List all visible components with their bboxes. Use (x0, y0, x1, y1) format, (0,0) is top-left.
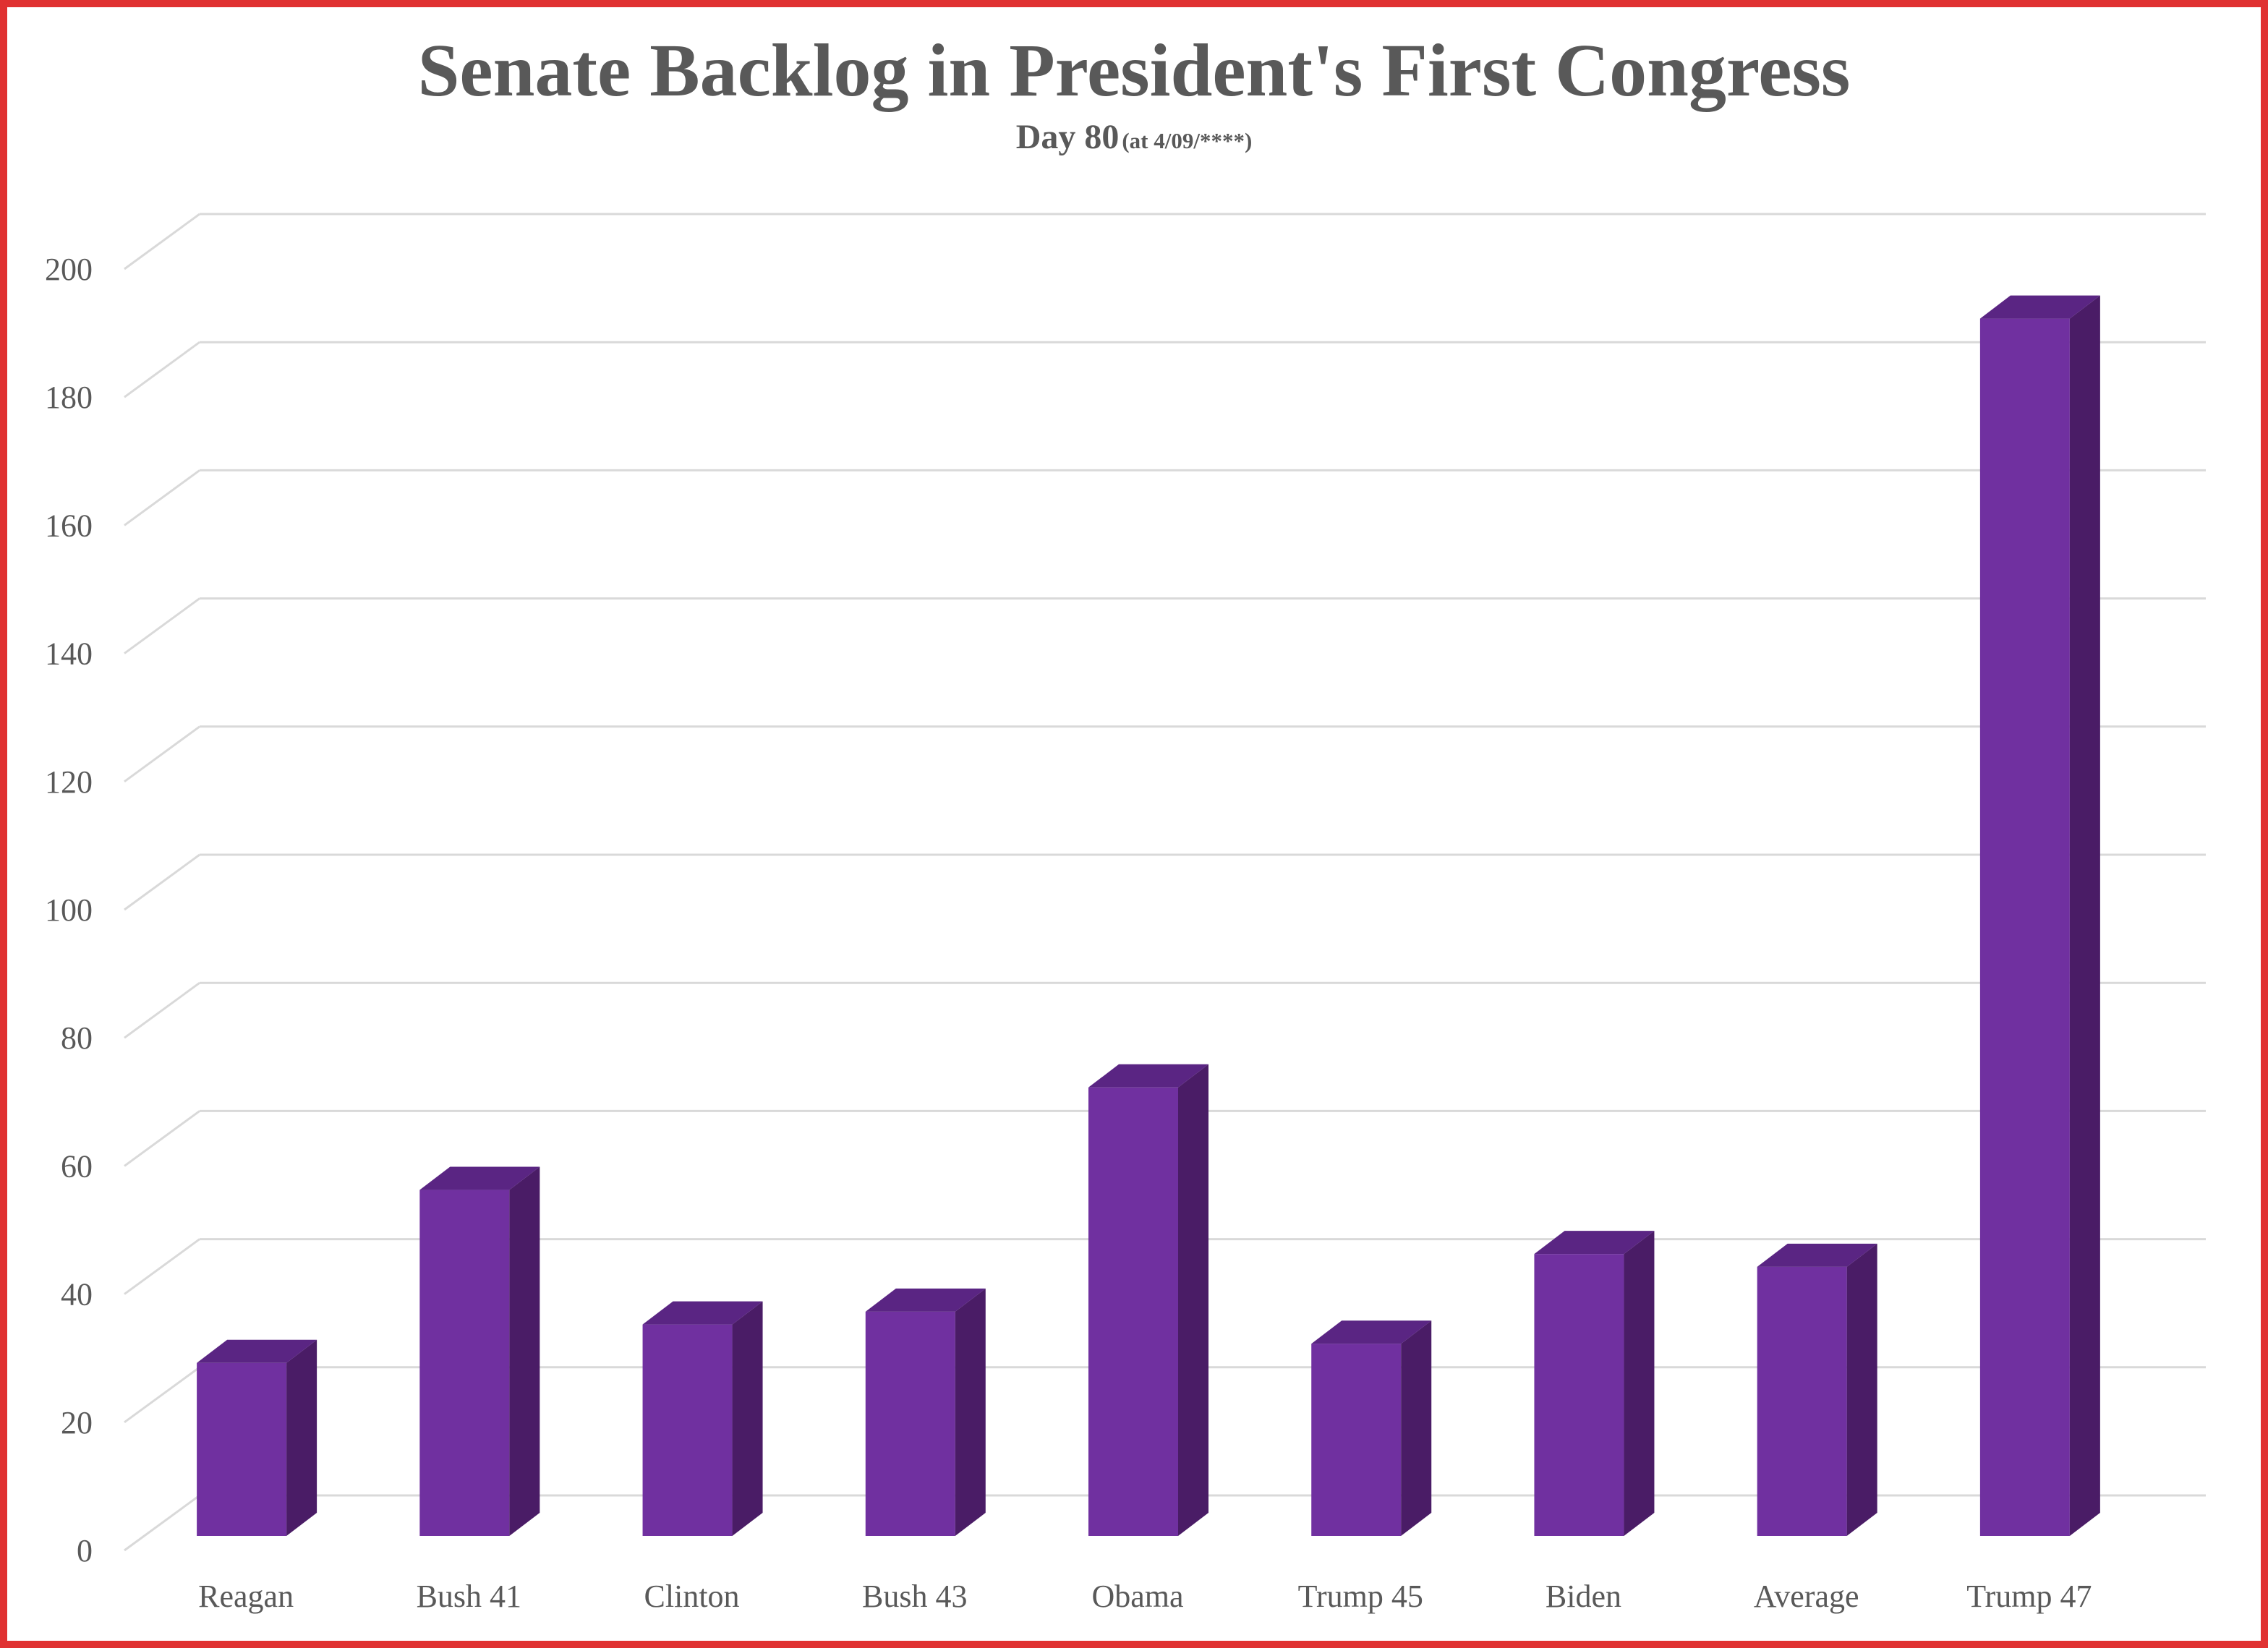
bar (1088, 1064, 1208, 1536)
chart-subtitle-note: (at 4/09/****) (1122, 128, 1253, 153)
x-tick-label: Bush 43 (862, 1579, 967, 1614)
gridline (124, 341, 2206, 398)
y-tick-label: 120 (45, 764, 93, 800)
y-tick-label: 60 (61, 1148, 93, 1184)
x-axis: Reagan Bush 41 Clinton Bush 43 Obama Trump 45… (198, 1579, 2092, 1614)
chart-subtitle: Day 80 (at 4/09/****) (0, 117, 2268, 157)
bar (419, 1166, 540, 1536)
gridline (124, 597, 2206, 654)
gridline (124, 725, 2206, 783)
x-tick-label: Reagan (198, 1579, 294, 1614)
x-tick-label: Trump 45 (1298, 1579, 1423, 1614)
x-tick-label: Trump 47 (1966, 1579, 2092, 1614)
chart-subtitle-main: Day 80 (1015, 118, 1120, 156)
bar (197, 1339, 317, 1536)
bar (642, 1301, 763, 1536)
y-tick-label: 0 (77, 1533, 93, 1568)
y-tick-label: 40 (61, 1277, 93, 1312)
y-tick-label: 80 (61, 1020, 93, 1056)
y-tick-label: 180 (45, 380, 93, 415)
bars (197, 295, 2100, 1537)
x-tick-label: Clinton (644, 1579, 740, 1614)
gridline (124, 469, 2206, 526)
bar (1534, 1231, 1655, 1536)
y-axis: 0 20 40 60 80 100 120 140 160 180 200 (45, 252, 93, 1568)
bar (1311, 1320, 1432, 1536)
y-tick-label: 140 (45, 636, 93, 672)
x-tick-label: Average (1754, 1579, 1859, 1614)
x-tick-label: Biden (1546, 1579, 1621, 1614)
x-tick-label: Obama (1091, 1579, 1183, 1614)
gridline (124, 981, 2206, 1039)
y-tick-label: 20 (61, 1405, 93, 1440)
x-tick-label: Bush 41 (417, 1579, 521, 1614)
bar (865, 1288, 986, 1536)
bar (1757, 1243, 1877, 1536)
y-tick-label: 100 (45, 892, 93, 928)
bar (1979, 295, 2100, 1537)
gridline (124, 853, 2206, 911)
gridline (124, 213, 2206, 270)
y-tick-label: 160 (45, 508, 93, 543)
chart-title: Senate Backlog in President's First Cong… (417, 29, 1851, 112)
y-tick-label: 200 (45, 252, 93, 287)
